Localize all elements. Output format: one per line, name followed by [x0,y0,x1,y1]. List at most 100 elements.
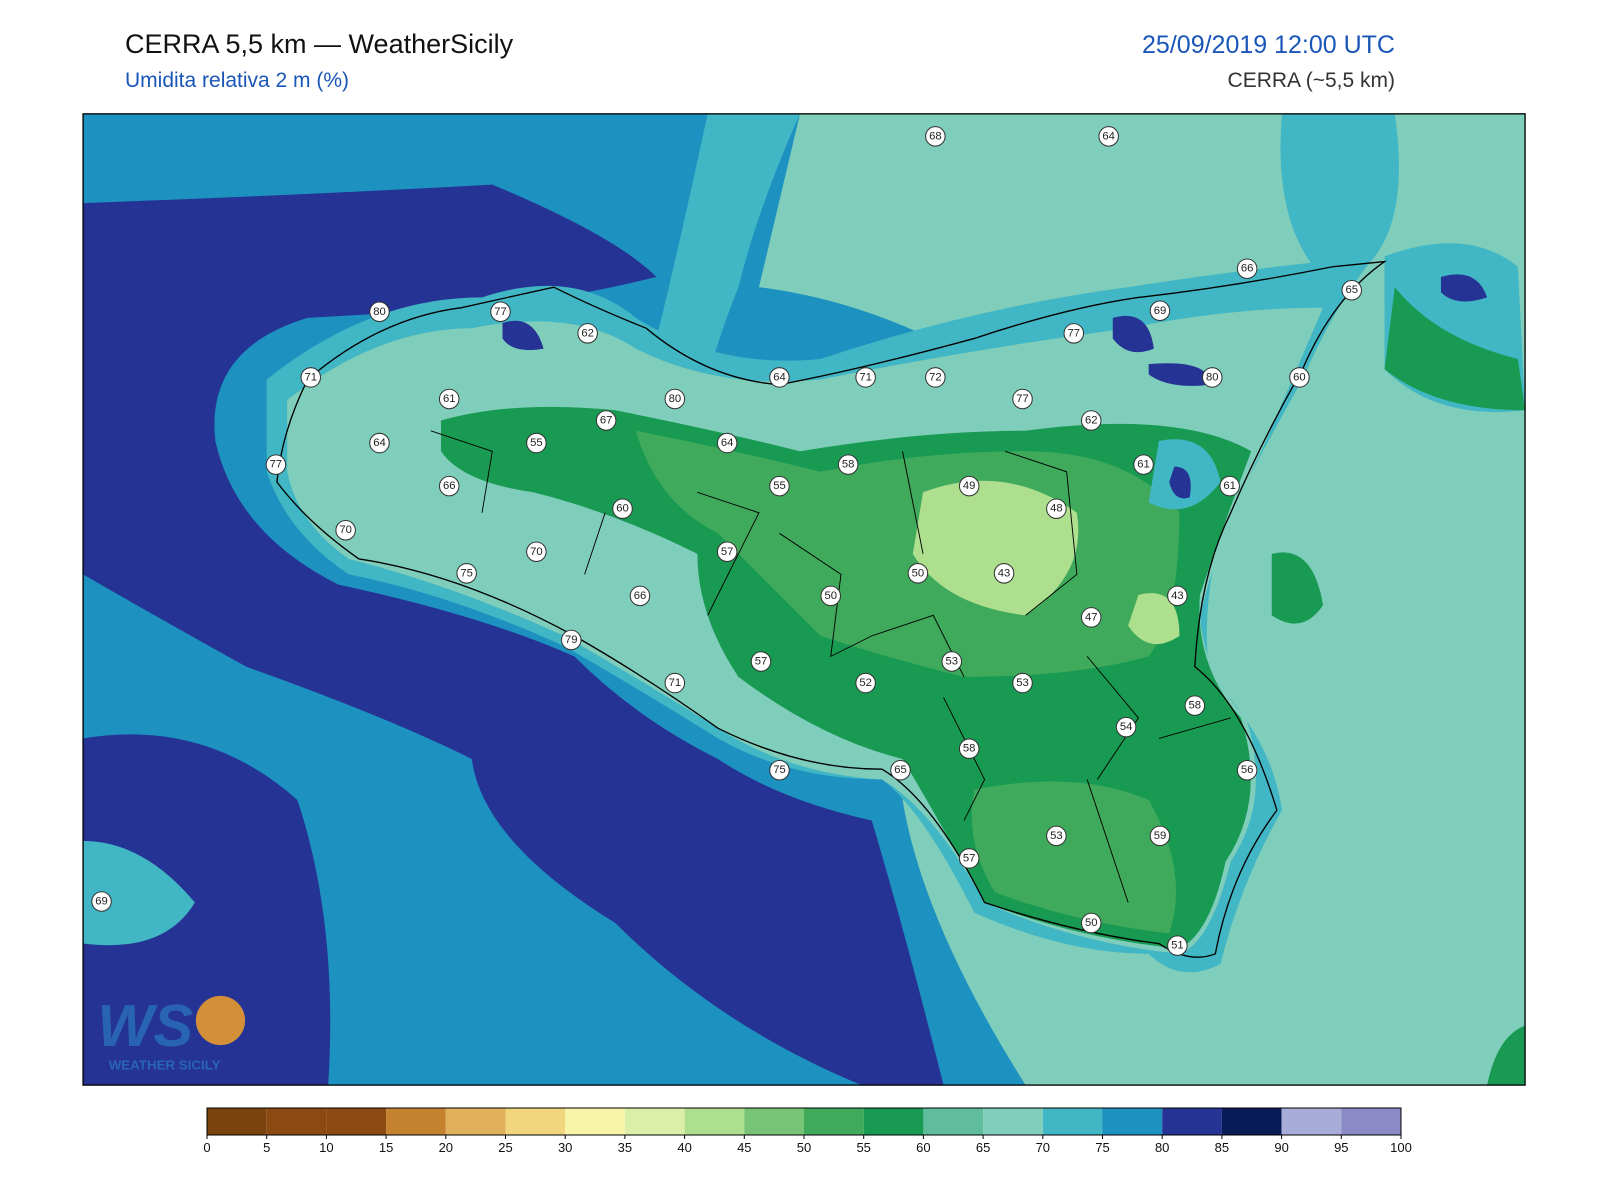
colorbar-tick-label: 70 [1036,1140,1050,1155]
island [971,781,1177,934]
station-marker [993,563,1015,584]
station-marker [438,475,460,497]
colorbar-tick-label: 100 [1390,1140,1412,1155]
station: 50 [907,563,929,584]
station: 68 [925,126,946,147]
station-value: 62 [1085,414,1098,426]
station-marker [369,432,390,454]
station-value: 43 [998,567,1011,579]
colorbar-tick-label: 75 [1095,1140,1109,1155]
station-marker [750,651,772,672]
station-value: 71 [859,371,872,383]
station-marker [91,891,112,912]
station-marker [769,759,790,781]
dry-area [912,480,1079,616]
humid-area [656,113,800,380]
station: 60 [612,498,633,519]
station: 58 [837,454,859,475]
station-marker [629,585,651,607]
station-marker [577,323,598,344]
colorbar-tick-label: 95 [1334,1140,1348,1155]
station-marker [664,672,686,694]
station: 64 [369,432,390,454]
colorbar-segment [207,1108,267,1135]
station-value: 53 [1016,677,1029,689]
station: 60 [1289,367,1310,388]
station-marker [855,367,876,388]
station: 71 [855,367,876,388]
colorbar-segment [1042,1108,1103,1135]
station-value: 61 [1223,480,1236,492]
station-marker [1080,410,1102,431]
station-marker [958,848,980,869]
station: 77 [1012,388,1033,410]
station: 64 [769,367,790,388]
colorbar-tick-label: 80 [1155,1140,1169,1155]
station-marker [716,541,738,563]
model: CERRA (~5,5 km) [1228,69,1395,92]
logo-mark: WS [97,992,193,1059]
station-value: 77 [1068,327,1081,339]
humid-area [1169,466,1191,499]
station: 80 [664,388,686,410]
colorbar-tick-label: 35 [618,1140,632,1155]
station-marker [595,410,617,431]
station-value: 64 [721,437,734,449]
station-value: 50 [824,590,837,602]
station-value: 49 [963,480,976,492]
station-marker [958,475,980,497]
station-marker [925,126,946,147]
station: 50 [820,585,841,607]
station-value: 43 [1171,590,1184,602]
station: 75 [456,563,477,584]
station: 75 [769,759,790,781]
colorbar-segment [923,1108,984,1135]
station: 54 [1115,716,1137,738]
station-marker [820,585,841,607]
station-value: 47 [1085,611,1098,623]
station: 66 [438,475,460,497]
station-value: 80 [669,393,682,405]
colorbar-segment [863,1108,924,1135]
colorbar-tick-label: 85 [1215,1140,1229,1155]
station-value: 65 [894,764,907,776]
station-value: 67 [600,414,613,426]
station-value: 69 [1154,305,1167,317]
colorbar: 0 5 10 15 20 25 30 35 40 45 50 55 60 65 70 75 80 85 90 95 10… [203,1107,1412,1155]
colorbar-tick-label: 30 [558,1140,572,1155]
station-value: 59 [1154,830,1167,842]
station-marker [1063,323,1085,344]
station-value: 80 [373,306,386,318]
area [1271,552,1324,624]
station: 77 [265,454,287,475]
station: 47 [1080,607,1102,628]
station-value: 55 [530,437,543,449]
station-value: 50 [912,567,925,579]
coastline [276,260,1388,958]
station: 59 [1149,825,1171,847]
province-border [430,430,1231,903]
station-value: 68 [929,130,942,142]
station-marker [561,629,582,651]
station-value: 51 [1171,940,1184,952]
station-value: 53 [945,656,958,668]
colorbar-tick-label: 65 [976,1140,990,1155]
station-value: 58 [842,459,855,471]
station: 51 [1167,935,1188,956]
station-value: 66 [1241,263,1254,275]
station-value: 56 [1241,764,1254,776]
station: 57 [750,651,772,672]
station: 72 [925,367,946,388]
station: 58 [958,738,980,759]
area [83,840,195,946]
station: 57 [958,848,980,869]
station: 53 [1046,825,1067,847]
colorbar-segment [1221,1108,1282,1135]
station: 71 [300,367,322,388]
station-value: 61 [1137,459,1150,471]
colorbar-segment [804,1108,864,1135]
station: 52 [855,672,876,694]
colorbar-tick-label: 90 [1274,1140,1288,1155]
station-value: 64 [1102,130,1115,142]
